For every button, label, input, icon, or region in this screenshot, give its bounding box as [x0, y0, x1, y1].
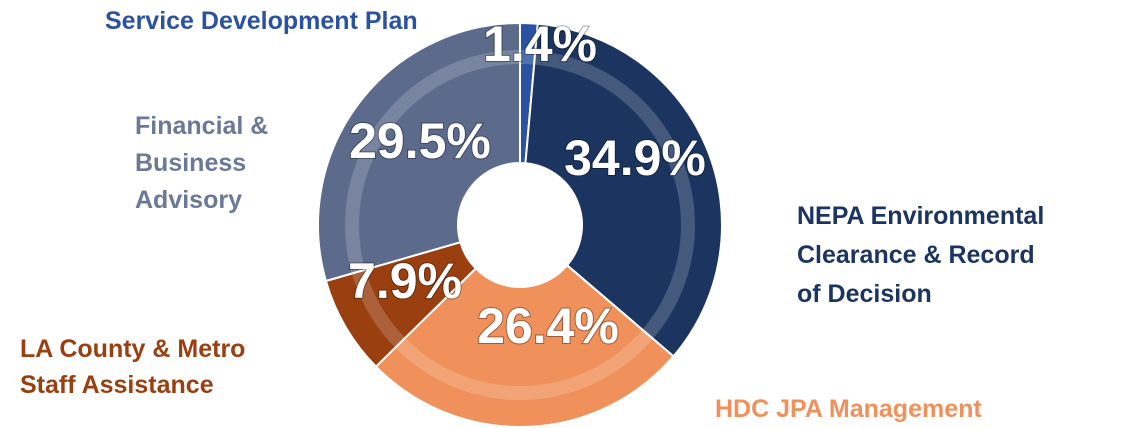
value-label: 1.4%: [483, 16, 597, 72]
category-label-line: of Decision: [797, 280, 932, 308]
category-label-line: Clearance & Record: [797, 241, 1035, 269]
ring-highlight: [345, 50, 695, 400]
category-label-line: Advisory: [135, 186, 242, 214]
donut-slice: [524, 22, 723, 358]
category-label: HDC JPA Management: [715, 395, 982, 423]
category-label: NEPA Environmental Clearance & Record of D…: [797, 202, 1044, 308]
category-label-line: Service Development Plan: [105, 7, 418, 35]
category-label-line: Business: [135, 149, 246, 177]
donut-slice: [317, 21, 521, 283]
category-label-line: NEPA Environmental: [797, 202, 1044, 230]
value-label: 26.4%: [477, 298, 619, 354]
donut-slice: [374, 263, 675, 428]
value-label: 29.5%: [349, 113, 491, 169]
value-label: 7.9%: [348, 253, 462, 309]
value-label: 34.9%: [564, 130, 706, 186]
category-label-line: Staff Assistance: [20, 371, 214, 399]
category-label-line: HDC JPA Management: [715, 395, 982, 423]
category-label: Financial & Business Advisory: [135, 112, 268, 214]
category-label: LA County & Metro Staff Assistance: [20, 335, 245, 399]
category-label-line: LA County & Metro: [20, 335, 245, 363]
category-label: Service Development Plan: [105, 7, 418, 35]
category-label-line: Financial &: [135, 112, 268, 140]
